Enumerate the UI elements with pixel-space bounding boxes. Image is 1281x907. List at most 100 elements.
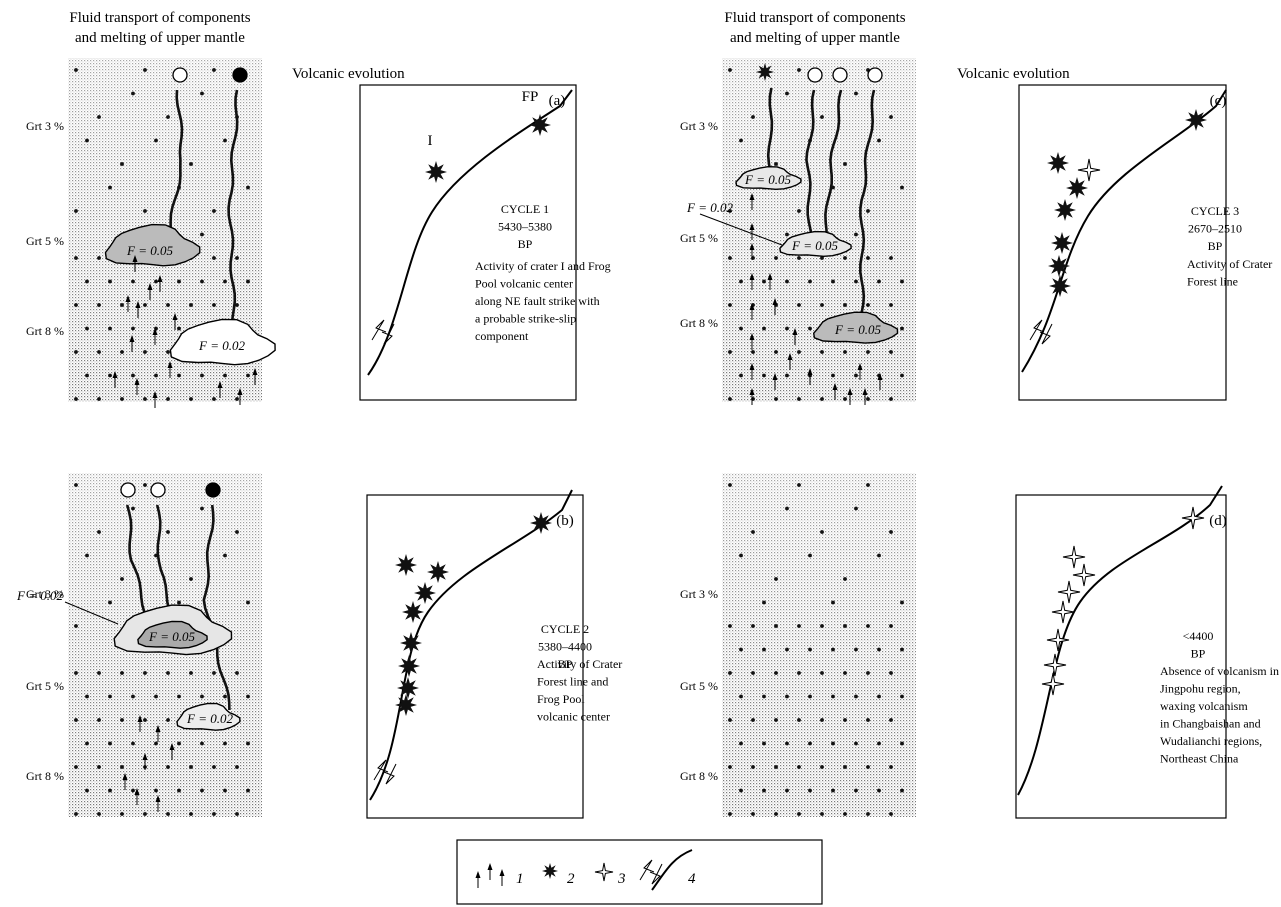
garnet-dot [235, 812, 239, 816]
garnet-dot [166, 397, 170, 401]
garnet-dot [108, 374, 112, 378]
melt-label: F = 0.02 [16, 588, 63, 603]
garnet-dot [728, 256, 732, 260]
volcanic-panel-frame [360, 85, 576, 400]
garnet-dot [877, 648, 881, 652]
garnet-dot [900, 742, 904, 746]
garnet-dot [200, 92, 204, 96]
garnet-dot [774, 624, 778, 628]
garnet-dot [843, 350, 847, 354]
garnet-dot [246, 601, 250, 605]
garnet-dot [120, 671, 124, 675]
garnet-dot [785, 92, 789, 96]
garnet-dot [889, 671, 893, 675]
garnet-dot [223, 374, 227, 378]
garnet-dot [246, 186, 250, 190]
garnet-dot [74, 209, 78, 213]
garnet-dot [131, 507, 135, 511]
garnet-dot [74, 483, 78, 487]
garnet-dot [97, 765, 101, 769]
garnet-dot [889, 624, 893, 628]
garnet-dot [108, 327, 112, 331]
garnet-dot [97, 397, 101, 401]
garnet-dot [808, 695, 812, 699]
garnet-dot [74, 624, 78, 628]
garnet-dot [774, 577, 778, 581]
garnet-dot [900, 280, 904, 284]
garnet-dot [200, 374, 204, 378]
garnet-dot [854, 648, 858, 652]
garnet-dot [246, 789, 250, 793]
panel-title: Volcanic evolution [957, 66, 1070, 82]
garnet-dot [739, 695, 743, 699]
garnet-dot [751, 530, 755, 534]
garnet-dot [774, 350, 778, 354]
crater-star [397, 677, 419, 699]
garnet-dot [820, 530, 824, 534]
garnet-dot [97, 718, 101, 722]
garnet-label: Grt 3 % [26, 119, 64, 133]
garnet-dot [866, 483, 870, 487]
cycle-text: CYCLE 1 [501, 202, 549, 216]
garnet-dot [797, 671, 801, 675]
garnet-dot [120, 162, 124, 166]
garnet-dot [246, 742, 250, 746]
garnet-dot [854, 92, 858, 96]
garnet-dot [200, 695, 204, 699]
garnet-dot [177, 327, 181, 331]
garnet-dot [108, 280, 112, 284]
garnet-dot [900, 648, 904, 652]
garnet-dot [177, 742, 181, 746]
filled-circle [233, 68, 247, 82]
garnet-dot [820, 718, 824, 722]
garnet-dot [85, 742, 89, 746]
melt-label: F = 0.05 [148, 629, 195, 644]
figure: Fluid transport of componentsand melting… [0, 0, 1281, 907]
garnet-dot [166, 303, 170, 307]
garnet-dot [831, 374, 835, 378]
open-circle [173, 68, 187, 82]
garnet-dot [739, 374, 743, 378]
melt-label: F = 0.02 [198, 338, 245, 353]
garnet-dot [866, 812, 870, 816]
garnet-dot [235, 765, 239, 769]
garnet-dot [751, 624, 755, 628]
garnet-dot [889, 718, 893, 722]
garnet-dot [785, 648, 789, 652]
garnet-dot [166, 115, 170, 119]
garnet-dot [74, 303, 78, 307]
garnet-dot [85, 374, 89, 378]
garnet-dot [843, 397, 847, 401]
garnet-dot [797, 812, 801, 816]
garnet-dot [774, 671, 778, 675]
garnet-dot [154, 139, 158, 143]
garnet-label: Grt 8 % [26, 324, 64, 338]
cycle-text: waxing volcanism [1160, 699, 1248, 713]
garnet-label: Grt 8 % [26, 769, 64, 783]
garnet-dot [212, 256, 216, 260]
cycle-text: BP [1191, 647, 1206, 661]
garnet-dot [177, 789, 181, 793]
garnet-dot [154, 280, 158, 284]
garnet-dot [831, 789, 835, 793]
garnet-dot [866, 256, 870, 260]
garnet-dot [877, 139, 881, 143]
cycle-text: Frog Pool [537, 692, 585, 706]
garnet-dot [889, 530, 893, 534]
garnet-dot [900, 327, 904, 331]
legend-label: 3 [617, 871, 626, 887]
garnet-dot [877, 280, 881, 284]
garnet-dot [212, 812, 216, 816]
garnet-dot [820, 115, 824, 119]
garnet-dot [785, 233, 789, 237]
garnet-dot [808, 789, 812, 793]
garnet-dot [166, 765, 170, 769]
garnet-dot [189, 162, 193, 166]
garnet-dot [762, 327, 766, 331]
garnet-dot [166, 812, 170, 816]
garnet-dot [820, 671, 824, 675]
cycle-text: BP [518, 237, 533, 251]
garnet-dot [797, 350, 801, 354]
cycle-text: BP [1208, 239, 1223, 253]
garnet-label: Grt 5 % [680, 231, 718, 245]
